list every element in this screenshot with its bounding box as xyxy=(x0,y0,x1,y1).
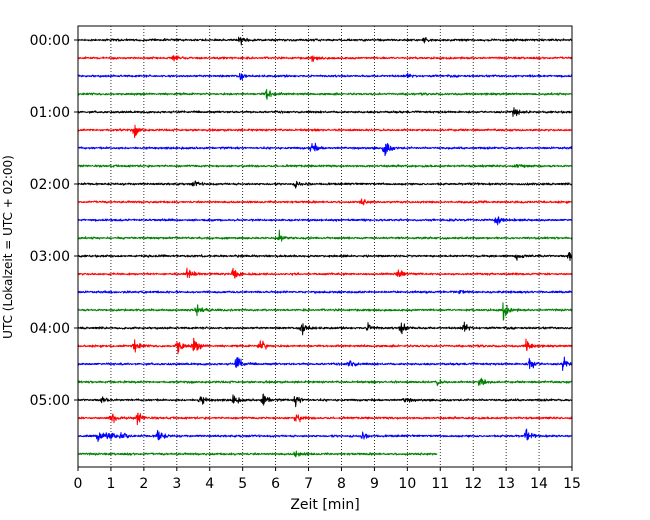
y-tick-label-2: 02:00 xyxy=(30,177,70,193)
x-tick-label-9: 9 xyxy=(370,476,379,492)
trace-0415 xyxy=(77,337,573,355)
y-tick-label-0: 00:00 xyxy=(30,33,70,49)
trace-0030 xyxy=(77,72,573,81)
x-tick-label-11: 11 xyxy=(431,476,449,492)
x-tick-label-14: 14 xyxy=(530,476,548,492)
trace-0500 xyxy=(77,393,573,408)
trace-0000 xyxy=(77,36,573,46)
y-tick-label-3: 03:00 xyxy=(30,249,70,265)
x-tick-label-6: 6 xyxy=(271,476,280,492)
trace-0145 xyxy=(77,163,573,169)
trace-0245 xyxy=(77,229,573,242)
trace-0445 xyxy=(77,377,573,387)
plot-frame xyxy=(77,25,573,468)
x-tick-label-5: 5 xyxy=(238,476,247,492)
trace-0230 xyxy=(77,216,573,226)
trace-0430 xyxy=(77,356,573,371)
x-axis-label: Zeit [min] xyxy=(290,497,359,513)
trace-0345 xyxy=(77,302,573,321)
trace-0545 xyxy=(77,450,438,458)
trace-0130 xyxy=(77,142,573,157)
trace-0400 xyxy=(77,321,573,336)
x-tick-label-12: 12 xyxy=(464,476,482,492)
trace-0015 xyxy=(77,55,573,62)
x-axis-ticks: 0 1 2 3 4 5 6 7 8 9 10 11 12 13 14 15 xyxy=(74,467,581,492)
y-tick-label-5: 05:00 xyxy=(30,393,70,409)
trace-0100 xyxy=(77,107,573,117)
trace-0330 xyxy=(77,289,573,295)
y-axis-label: UTC (Lokalzeit = UTC + 02:00) xyxy=(1,155,15,339)
x-tick-label-10: 10 xyxy=(398,476,416,492)
x-tick-label-4: 4 xyxy=(205,476,214,492)
trace-0215 xyxy=(77,198,573,206)
x-tick-label-15: 15 xyxy=(563,476,581,492)
x-tick-label-13: 13 xyxy=(497,476,515,492)
trace-0530 xyxy=(77,428,573,442)
x-tick-label-7: 7 xyxy=(304,476,313,492)
y-tick-label-1: 01:00 xyxy=(30,105,70,121)
y-tick-label-4: 04:00 xyxy=(30,321,70,337)
x-tick-label-0: 0 xyxy=(74,476,83,492)
x-tick-label-8: 8 xyxy=(337,476,346,492)
trace-0515 xyxy=(77,412,573,426)
x-tick-label-2: 2 xyxy=(139,476,148,492)
trace-0315 xyxy=(77,267,573,279)
trace-0045 xyxy=(77,88,573,100)
trace-0115 xyxy=(77,124,573,139)
x-tick-label-3: 3 xyxy=(172,476,181,492)
seismogram-traces xyxy=(77,36,573,458)
x-tick-label-1: 1 xyxy=(106,476,115,492)
trace-0300 xyxy=(77,251,573,262)
trace-0200 xyxy=(77,180,573,189)
y-axis-ticks: 00:00 01:00 02:00 03:00 04:00 05:00 xyxy=(30,33,78,409)
